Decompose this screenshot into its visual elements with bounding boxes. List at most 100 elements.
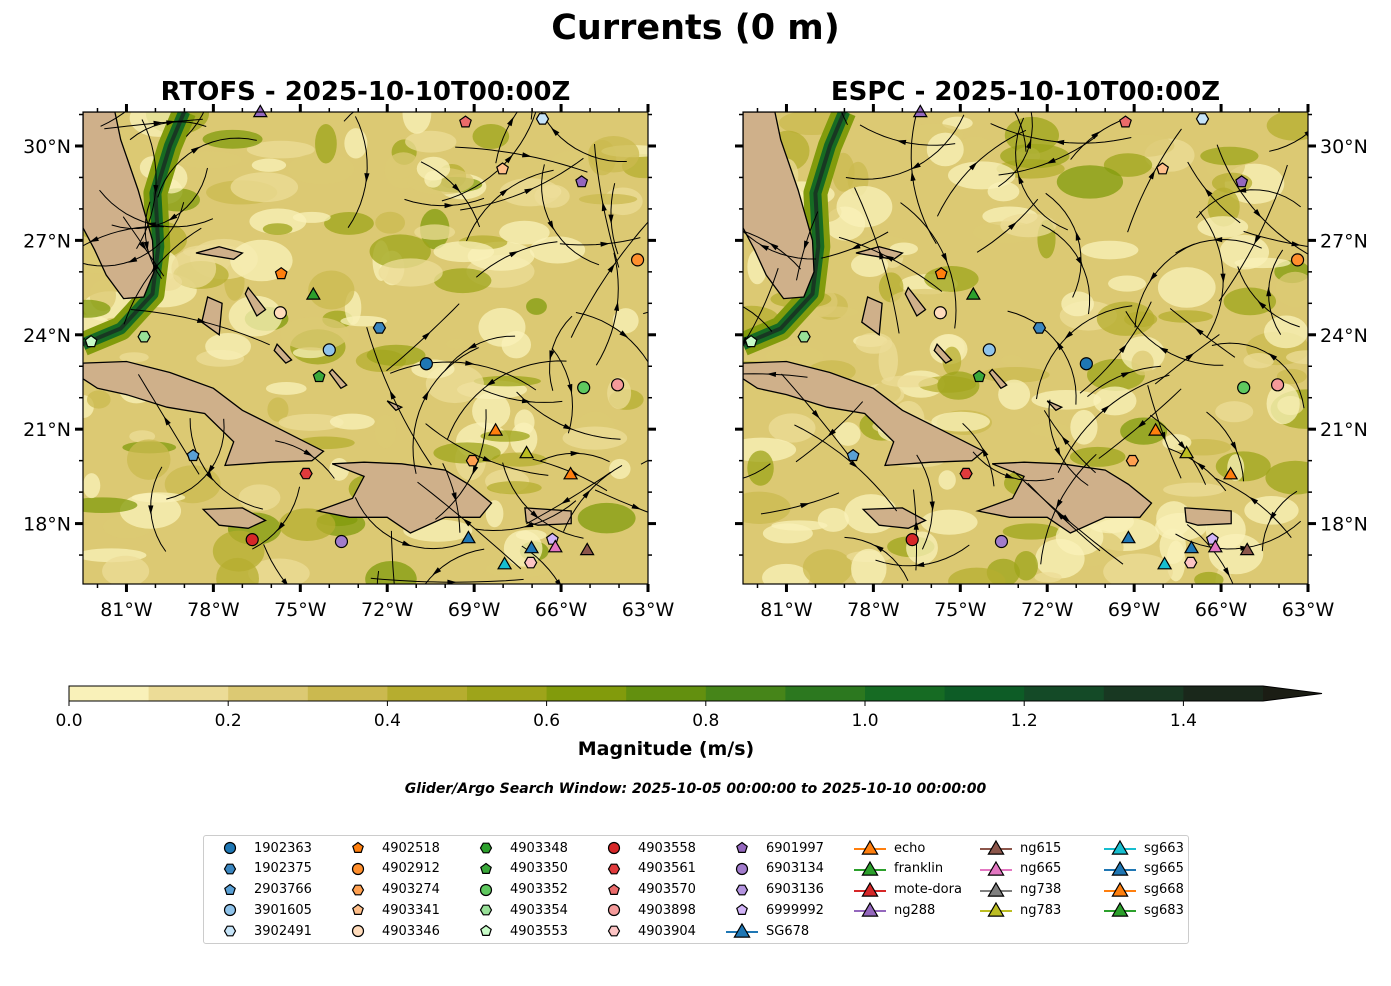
speed-contour — [920, 509, 978, 535]
speed-contour — [1108, 275, 1147, 292]
streamline — [998, 112, 1033, 188]
streamline — [913, 489, 917, 571]
legend-item-4903346: 4903346 — [340, 921, 440, 941]
legend-marker — [479, 883, 493, 896]
panel-title-espc: ESPC - 2025-10-10T00:00Z — [830, 77, 1221, 107]
streamline-arrow — [982, 447, 989, 457]
colorbar-bin — [387, 686, 468, 701]
speed-contour — [433, 241, 495, 263]
lon-tick-label: 63°W — [1282, 599, 1335, 621]
streamline — [570, 221, 648, 338]
streamline — [526, 471, 611, 525]
speed-contour — [230, 172, 299, 203]
speed-contour — [937, 371, 980, 400]
legend-label: sg663 — [1144, 840, 1184, 856]
streamline-arrow — [941, 252, 948, 263]
streamline — [594, 489, 648, 513]
streamline — [444, 335, 516, 371]
streamline — [455, 146, 588, 173]
marker-4903904 — [524, 556, 538, 569]
speed-contour — [1286, 350, 1308, 365]
streamline-arrow — [277, 522, 285, 531]
speed-contour — [526, 298, 547, 315]
legend-marker — [223, 925, 237, 937]
speed-contour — [577, 502, 636, 534]
speed-contour — [228, 295, 283, 337]
legend-marker — [607, 841, 621, 855]
speed-contour — [86, 390, 111, 409]
speed-contour — [1002, 523, 1060, 540]
legend-label: ng615 — [1020, 840, 1062, 856]
colorbar-tick-label: 0.0 — [55, 711, 82, 731]
streamline-arrow — [601, 201, 607, 212]
marker-franklin — [305, 286, 321, 300]
land — [904, 286, 927, 317]
streamline-arrow — [524, 188, 534, 195]
marker-4903352 — [577, 381, 591, 395]
speed-contour — [1163, 482, 1225, 497]
colorbar-tick-label: 1.4 — [1170, 711, 1197, 731]
streamline-arrow — [1046, 157, 1056, 164]
speed-contour — [405, 130, 457, 153]
legend-marker-icon — [1104, 839, 1136, 855]
marker-sg665 — [523, 540, 540, 554]
speed-contour — [248, 558, 310, 584]
legend-label: 4903274 — [382, 882, 440, 898]
legend-marker — [1111, 860, 1129, 876]
land — [273, 343, 293, 364]
legend-marker — [861, 839, 879, 855]
lon-tick-label: 69°W — [1108, 599, 1161, 621]
streamline-arrow — [465, 360, 475, 366]
streamline-arrow — [567, 383, 573, 394]
speed-contour — [609, 458, 631, 479]
streamline-arrow — [1291, 241, 1301, 247]
streamline-arrow — [389, 390, 396, 400]
streamline — [1196, 189, 1301, 219]
legend-marker — [733, 922, 751, 938]
marker-2903766 — [846, 448, 860, 462]
speed-contour — [278, 508, 336, 541]
land — [861, 296, 883, 336]
streamline — [1169, 308, 1236, 358]
legend-marker — [987, 881, 1005, 897]
legend-label: 4903354 — [510, 902, 568, 918]
speed-contour — [131, 492, 186, 503]
streamline-arrow — [551, 127, 560, 136]
legend-item-sg663: sg663 — [1102, 838, 1184, 858]
streamline-arrow — [1249, 496, 1259, 505]
streamline-arrow — [911, 162, 921, 170]
colorbar-bin — [785, 686, 866, 701]
speed-contour — [1031, 389, 1102, 410]
streamline — [859, 124, 956, 146]
lon-tick-label: 75°W — [274, 599, 327, 621]
streamline-arrow — [879, 249, 885, 260]
streamline — [1045, 192, 1082, 298]
streamline-arrow — [582, 489, 591, 499]
streamline-arrow — [1120, 371, 1131, 378]
streamline-arrow — [196, 317, 207, 323]
speed-contour — [433, 268, 492, 294]
streamline-arrow — [1266, 286, 1272, 297]
speed-contour — [1243, 352, 1275, 369]
legend-marker — [351, 884, 365, 895]
speed-contour — [486, 481, 542, 495]
marker-4903346 — [933, 306, 947, 320]
legend-label: ng783 — [1020, 902, 1062, 918]
streamline-arrow — [913, 520, 919, 530]
streamline — [390, 530, 395, 584]
speed-contour — [1103, 553, 1173, 584]
colorbar: 0.0 0.2 0.4 0.6 0.8 1.0 1.2 1.4 — [55, 685, 1323, 731]
speed-contour — [499, 178, 561, 207]
speed-contour — [472, 392, 511, 430]
legend-marker — [607, 925, 621, 937]
legend-label: sg683 — [1144, 902, 1184, 918]
legend-item-sg665: sg665 — [1102, 859, 1184, 879]
legend-label: ng665 — [1020, 861, 1062, 877]
streamline-arrow — [532, 43, 537, 52]
marker-sg668 — [563, 466, 579, 480]
speed-contour — [998, 379, 1031, 410]
marker-SG678 — [1120, 530, 1136, 544]
speed-contour — [402, 112, 432, 134]
streamline-arrow — [1056, 511, 1065, 520]
